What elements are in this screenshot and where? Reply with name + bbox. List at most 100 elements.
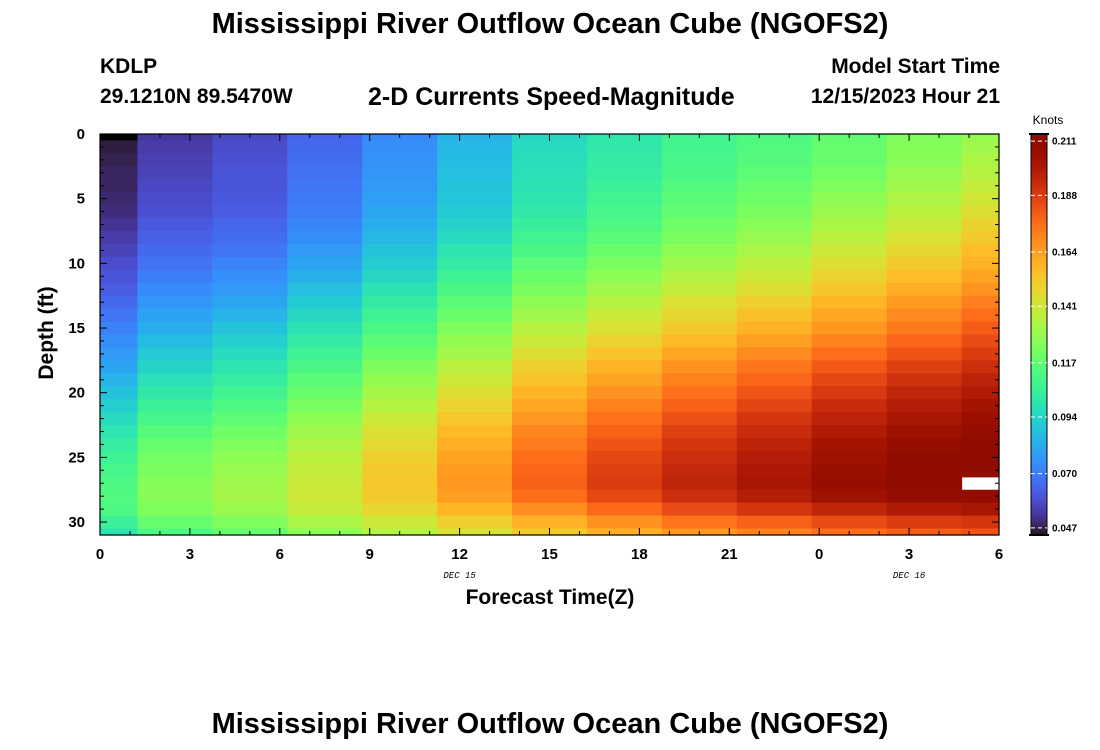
heatmap-cell xyxy=(212,308,288,323)
heatmap-cell xyxy=(362,476,438,491)
heatmap-cell xyxy=(437,360,513,374)
heatmap-cell xyxy=(100,399,139,413)
colorbar-segment xyxy=(1031,297,1047,302)
colorbar-segment xyxy=(1031,274,1047,279)
heatmap-cell xyxy=(212,515,288,530)
heatmap-cell xyxy=(437,295,513,310)
heatmap-cell xyxy=(886,308,963,323)
colorbar-segment xyxy=(1031,371,1047,376)
heatmap-cell xyxy=(212,463,288,478)
heatmap-cell xyxy=(586,476,663,491)
heatmap-cell xyxy=(437,218,513,232)
heatmap-cell xyxy=(736,528,813,536)
heatmap-cell xyxy=(586,140,663,155)
heatmap-cell xyxy=(512,515,588,530)
heatmap-cell xyxy=(100,463,139,478)
heatmap-cell xyxy=(961,373,1000,387)
y-tick-label: 0 xyxy=(77,126,85,143)
heatmap-cell xyxy=(437,425,513,439)
heatmap-cell xyxy=(586,308,663,323)
heatmap-cell xyxy=(661,437,738,452)
heatmap-cell xyxy=(811,515,888,530)
heatmap-cell xyxy=(362,386,438,400)
heatmap-cell xyxy=(137,463,213,478)
heatmap-cell xyxy=(961,269,1000,284)
heatmap-cell xyxy=(811,153,888,167)
colorbar-segment xyxy=(1031,441,1047,446)
heatmap-cell xyxy=(212,166,288,180)
x-tick-label: 6 xyxy=(276,546,284,563)
heatmap-cell xyxy=(437,386,513,400)
heatmap-cell xyxy=(437,412,513,426)
heatmap-cell xyxy=(100,334,139,349)
colorbar-segment xyxy=(1031,307,1047,312)
heatmap-cell xyxy=(961,347,1000,361)
heatmap-cell xyxy=(961,386,1000,400)
x-tick-label: 3 xyxy=(186,546,194,563)
colorbar-segment xyxy=(1031,478,1047,483)
heatmap-cell xyxy=(137,489,213,504)
heatmap-cell xyxy=(811,321,888,336)
colorbar-segment xyxy=(1031,464,1047,469)
heatmap-cell xyxy=(512,399,588,413)
heatmap-cell xyxy=(586,153,663,167)
heatmap-cell xyxy=(886,334,963,349)
heatmap-cell xyxy=(437,205,513,219)
heatmap-cell xyxy=(586,256,663,271)
colorbar-segment xyxy=(1031,247,1047,252)
heatmap-cell xyxy=(586,134,663,142)
heatmap-cell xyxy=(811,437,888,452)
x-tick-label: 0 xyxy=(815,546,823,563)
colorbar-segment xyxy=(1031,421,1047,426)
heatmap-cell xyxy=(586,192,663,206)
colorbar-segment xyxy=(1031,230,1047,235)
heatmap-cell xyxy=(811,502,888,517)
heatmap-cell xyxy=(811,243,888,258)
heatmap-cell xyxy=(512,386,588,400)
heatmap-cell xyxy=(212,153,288,167)
heatmap-cell xyxy=(287,321,363,336)
heatmap-cell xyxy=(287,140,363,155)
heatmap-cell xyxy=(100,166,139,180)
heatmap-cell xyxy=(287,489,363,504)
heatmap-cell xyxy=(287,425,363,439)
heatmap-cell xyxy=(886,360,963,374)
y-tick-label: 30 xyxy=(68,514,85,531)
heatmap-cell xyxy=(137,399,213,413)
heatmap-cell xyxy=(137,243,213,258)
colorbar-segment xyxy=(1031,200,1047,205)
colorbar-segment xyxy=(1031,194,1047,199)
colorbar-segment xyxy=(1031,394,1047,399)
chart-title: Mississippi River Outflow Ocean Cube (NG… xyxy=(211,8,889,40)
heatmap-cell xyxy=(886,502,963,517)
heatmap-cell xyxy=(437,179,513,193)
colorbar-segment xyxy=(1031,494,1047,499)
colorbar-segment xyxy=(1031,451,1047,456)
colorbar-segment xyxy=(1031,154,1047,158)
heatmap-cell xyxy=(586,502,663,517)
heatmap-cell xyxy=(100,450,139,465)
heatmap-cell xyxy=(100,386,139,400)
colorbar-segment xyxy=(1031,140,1047,145)
heatmap-cell xyxy=(961,166,1000,180)
heatmap-cell xyxy=(586,243,663,258)
heatmap-cell xyxy=(811,373,888,387)
heatmap-cell xyxy=(811,425,888,439)
heatmap-cell xyxy=(137,205,213,219)
colorbar-segment xyxy=(1031,524,1047,529)
heatmap-cell xyxy=(661,256,738,271)
y-tick-label: 10 xyxy=(68,255,85,272)
heatmap-cell xyxy=(736,295,813,310)
heatmap-cell xyxy=(137,347,213,361)
heatmap-cell xyxy=(661,386,738,400)
heatmap-cell xyxy=(811,412,888,426)
heatmap-cell xyxy=(736,489,813,504)
heatmap-cell xyxy=(287,412,363,426)
heatmap-cell xyxy=(287,386,363,400)
heatmap-cell xyxy=(661,412,738,426)
station-coordinates: 29.1210N 89.5470W xyxy=(100,85,293,108)
colorbar-segment xyxy=(1031,150,1047,155)
heatmap-cell xyxy=(736,386,813,400)
colorbar-segment xyxy=(1031,344,1047,349)
heatmap-cell xyxy=(961,134,1000,142)
